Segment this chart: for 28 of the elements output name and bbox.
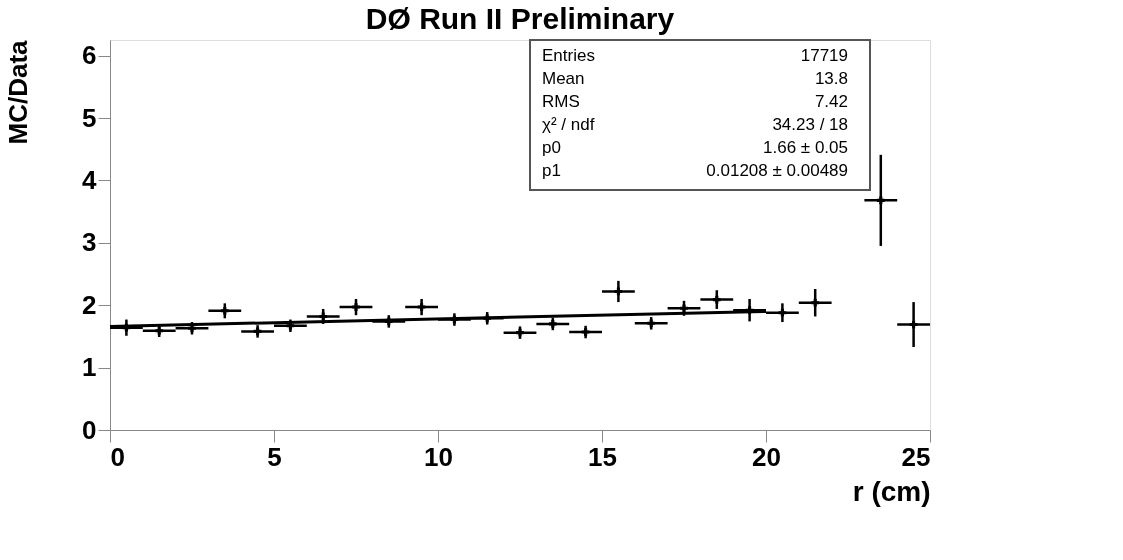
annotation: RMS xyxy=(542,92,580,111)
annotation: Entries xyxy=(542,46,595,65)
y-tick-label: 4 xyxy=(82,164,98,195)
chart-title: DØ Run II Preliminary xyxy=(365,2,675,35)
x-tick-label: 5 xyxy=(267,441,282,472)
y-tick-label: 1 xyxy=(82,352,97,383)
y-tick-label: 2 xyxy=(82,289,97,320)
annotation: 7.42 xyxy=(814,92,848,111)
x-tick-label: 25 xyxy=(901,441,931,472)
annotation: p1 xyxy=(542,161,561,180)
y-tick-label: 5 xyxy=(82,102,97,133)
x-tick-label: 15 xyxy=(588,441,617,472)
annotation: p0 xyxy=(542,138,561,157)
y-tick-label: 6 xyxy=(82,40,97,71)
x-tick-label: 20 xyxy=(752,441,781,472)
annotation: 1.66 ± 0.05 xyxy=(763,138,848,157)
x-axis-title: r (cm) xyxy=(852,475,931,507)
y-tick-label: 3 xyxy=(82,227,97,258)
y-tick-label: 0 xyxy=(82,414,97,445)
annotation: 34.23 / 18 xyxy=(772,115,848,134)
annotation: χ² / ndf xyxy=(542,115,595,134)
annotation: 17719 xyxy=(800,46,848,65)
annotation: 13.8 xyxy=(814,69,848,88)
x-tick-label: 10 xyxy=(424,441,453,472)
y-axis-title: MC/Data xyxy=(3,39,34,145)
annotation: Mean xyxy=(542,69,585,88)
x-tick-label: 0 xyxy=(110,441,125,472)
annotation: 0.01208 ± 0.00489 xyxy=(706,161,848,180)
